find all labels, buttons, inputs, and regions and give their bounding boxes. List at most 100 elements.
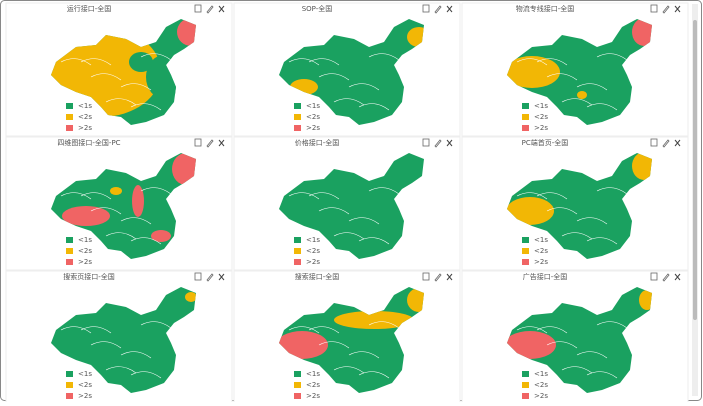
panel: 四维图接口-全国-PC <1s <2s >2s [5, 136, 233, 271]
province-border [348, 83, 380, 91]
legend-swatch [294, 248, 301, 254]
map-regions [288, 187, 400, 245]
legend-swatch [294, 382, 301, 388]
legend-label: >2s [306, 258, 320, 266]
province-border [333, 98, 365, 106]
province-border [576, 83, 608, 91]
province-border [546, 73, 578, 81]
close-icon[interactable] [218, 273, 225, 281]
legend-swatch [66, 259, 73, 265]
close-icon[interactable] [674, 273, 681, 281]
panel-title: 四维图接口-全国-PC [57, 138, 120, 147]
province-border [120, 217, 152, 225]
edit-icon[interactable] [206, 139, 214, 148]
china-map [507, 19, 652, 125]
legend-swatch [522, 248, 529, 254]
legend-label: <1s [534, 236, 548, 244]
province-border [546, 207, 578, 215]
close-icon[interactable] [446, 139, 453, 147]
province-border [140, 187, 172, 195]
province-border [308, 326, 340, 334]
china-map [51, 287, 196, 393]
legend-label: <1s [306, 370, 320, 378]
panel: 物流专线接口-全国 <1s <2s >2s [461, 2, 689, 137]
province-border [80, 192, 112, 200]
region [507, 197, 554, 225]
edit-icon[interactable] [434, 5, 442, 14]
export-icon[interactable] [650, 4, 658, 13]
legend-swatch [522, 125, 529, 131]
province-border [288, 58, 320, 66]
close-icon[interactable] [218, 139, 225, 147]
panel: 价格接口-全国 <1s <2s >2s [233, 136, 461, 271]
export-icon[interactable] [422, 272, 430, 281]
china-map [279, 153, 424, 259]
china-map [507, 153, 652, 259]
panel-title: 广告接口-全国 [523, 272, 568, 281]
export-icon[interactable] [650, 138, 658, 147]
legend-swatch [522, 371, 529, 377]
province-border [516, 192, 548, 200]
province-border [308, 58, 340, 66]
province-border [90, 207, 122, 215]
legend-label: <2s [78, 113, 92, 121]
legend-swatch [66, 237, 73, 243]
region [632, 19, 652, 46]
edit-icon[interactable] [662, 5, 670, 14]
edit-icon[interactable] [434, 139, 442, 148]
province-border [586, 237, 618, 245]
province-border [90, 73, 122, 81]
scroll-thumb[interactable] [693, 20, 697, 320]
close-icon[interactable] [446, 5, 453, 13]
legend-swatch [294, 237, 301, 243]
legend-swatch [522, 114, 529, 120]
edit-icon[interactable] [206, 273, 214, 282]
panel-title: PC端首页-全国 [522, 138, 569, 147]
edit-icon[interactable] [662, 139, 670, 148]
province-border [576, 351, 608, 359]
close-icon[interactable] [674, 139, 681, 147]
edit-icon[interactable] [662, 273, 670, 282]
legend-label: >2s [534, 124, 548, 132]
legend-swatch [522, 382, 529, 388]
province-border [90, 341, 122, 349]
legend-swatch [522, 103, 529, 109]
edit-icon[interactable] [434, 273, 442, 282]
export-icon[interactable] [650, 272, 658, 281]
close-icon[interactable] [674, 5, 681, 13]
province-border [586, 103, 618, 111]
export-icon[interactable] [422, 4, 430, 13]
legend-label: <2s [78, 247, 92, 255]
panel-title: 物流专线接口-全国 [516, 4, 575, 13]
close-icon[interactable] [218, 5, 225, 13]
province-border [576, 217, 608, 225]
close-icon[interactable] [446, 273, 453, 281]
province-border [140, 53, 172, 61]
edit-icon[interactable] [206, 5, 214, 14]
legend-label: <2s [78, 381, 92, 389]
province-border [80, 58, 112, 66]
legend-label: <1s [78, 236, 92, 244]
region [185, 292, 196, 302]
province-border [358, 371, 390, 379]
panel: 运行接口-全国 <1s <2s >2s [5, 2, 233, 137]
province-border [368, 53, 400, 61]
export-icon[interactable] [194, 4, 202, 13]
region [62, 206, 110, 226]
map-regions [507, 153, 652, 245]
legend-label: <2s [306, 113, 320, 121]
province-border [348, 351, 380, 359]
legend-swatch [294, 259, 301, 265]
export-icon[interactable] [194, 138, 202, 147]
region [507, 331, 556, 359]
panel: 搜索接口-全国 <1s <2s >2s [233, 270, 461, 405]
legend-label: <1s [78, 102, 92, 110]
legend-label: <1s [306, 102, 320, 110]
legend-swatch [66, 114, 73, 120]
province-border [60, 58, 92, 66]
export-icon[interactable] [422, 138, 430, 147]
province-border [318, 207, 350, 215]
export-icon[interactable] [194, 272, 202, 281]
province-border [561, 98, 593, 106]
legend-swatch [66, 248, 73, 254]
